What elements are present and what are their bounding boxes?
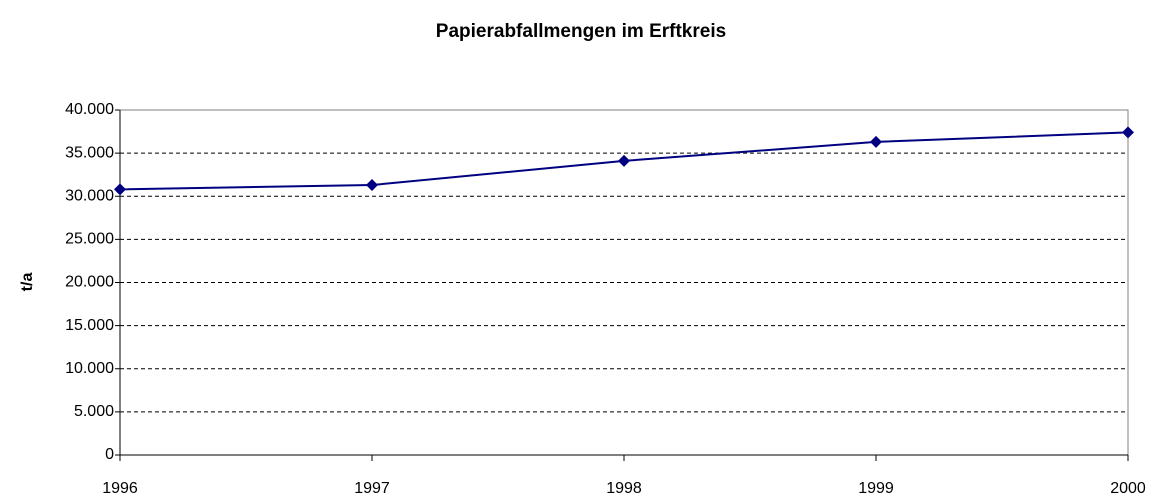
y-tick-label: 40.000	[65, 101, 114, 118]
x-tick-label: 1997	[354, 480, 390, 497]
chart-title: Papierabfallmengen im Erftkreis	[436, 21, 726, 42]
x-tick-label: 2000	[1110, 480, 1146, 497]
y-tick-label: 0	[105, 446, 114, 463]
y-tick-label: 35.000	[65, 144, 114, 161]
marker	[1122, 126, 1134, 139]
marker	[870, 135, 882, 148]
y-tick-label: 10.000	[65, 360, 114, 377]
y-tick-label: 30.000	[65, 187, 114, 204]
x-tick-label: 1999	[858, 480, 894, 497]
x-tick-label: 1998	[606, 480, 642, 497]
marker	[366, 179, 378, 192]
y-tick-label: 15.000	[65, 317, 114, 334]
y-axis-label: t/a	[19, 273, 36, 292]
x-tick-label: 1996	[102, 480, 138, 497]
marker	[618, 154, 630, 167]
y-tick-label: 20.000	[65, 274, 114, 291]
marker	[114, 183, 126, 196]
y-tick-label: 5.000	[74, 403, 114, 420]
y-tick-label: 25.000	[65, 231, 114, 248]
